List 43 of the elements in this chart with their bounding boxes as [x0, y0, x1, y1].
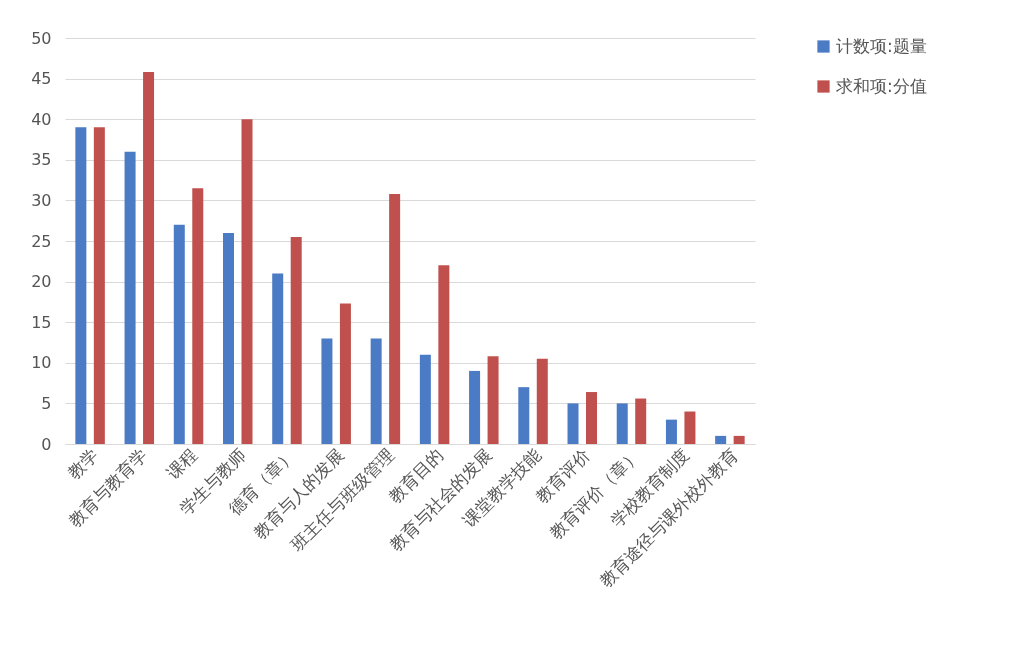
x-tick-label: 教学 — [63, 444, 103, 483]
bar — [75, 127, 87, 444]
bar — [124, 151, 136, 444]
bar — [93, 127, 105, 444]
x-tick-label: 课程 — [162, 444, 201, 483]
bar — [616, 403, 628, 444]
bar — [389, 193, 401, 444]
bar — [223, 232, 234, 444]
bar — [241, 119, 253, 444]
y-tick-label: 25 — [31, 231, 52, 251]
bar — [487, 356, 499, 444]
bar — [143, 72, 155, 444]
y-tick-label: 30 — [31, 190, 52, 210]
bar — [715, 435, 727, 444]
bar — [321, 338, 333, 444]
legend-label: 求和项:分值 — [836, 75, 927, 96]
y-tick-label: 0 — [41, 434, 52, 454]
bar — [370, 338, 382, 444]
y-tick-label: 50 — [31, 28, 52, 48]
y-tick-label: 35 — [31, 150, 52, 170]
y-tick-label: 20 — [31, 272, 52, 292]
y-tick-label: 5 — [41, 393, 52, 413]
bar — [536, 358, 548, 444]
bar — [339, 303, 351, 444]
bar — [635, 398, 647, 444]
legend-label: 计数项:题量 — [836, 35, 927, 56]
bar — [438, 265, 450, 444]
y-tick-label: 15 — [31, 312, 52, 332]
y-tick-label: 10 — [31, 353, 52, 373]
bar — [567, 403, 579, 444]
bar — [684, 411, 696, 444]
bar — [586, 392, 597, 444]
bar — [733, 435, 745, 444]
bar — [419, 354, 431, 444]
bar — [469, 370, 481, 444]
y-tick-label: 45 — [31, 69, 52, 89]
bar — [518, 387, 530, 444]
bar — [173, 224, 185, 444]
bar — [272, 273, 284, 444]
bar — [290, 236, 302, 444]
bar — [192, 188, 204, 444]
bar — [665, 419, 677, 444]
y-tick-label: 40 — [31, 109, 52, 129]
